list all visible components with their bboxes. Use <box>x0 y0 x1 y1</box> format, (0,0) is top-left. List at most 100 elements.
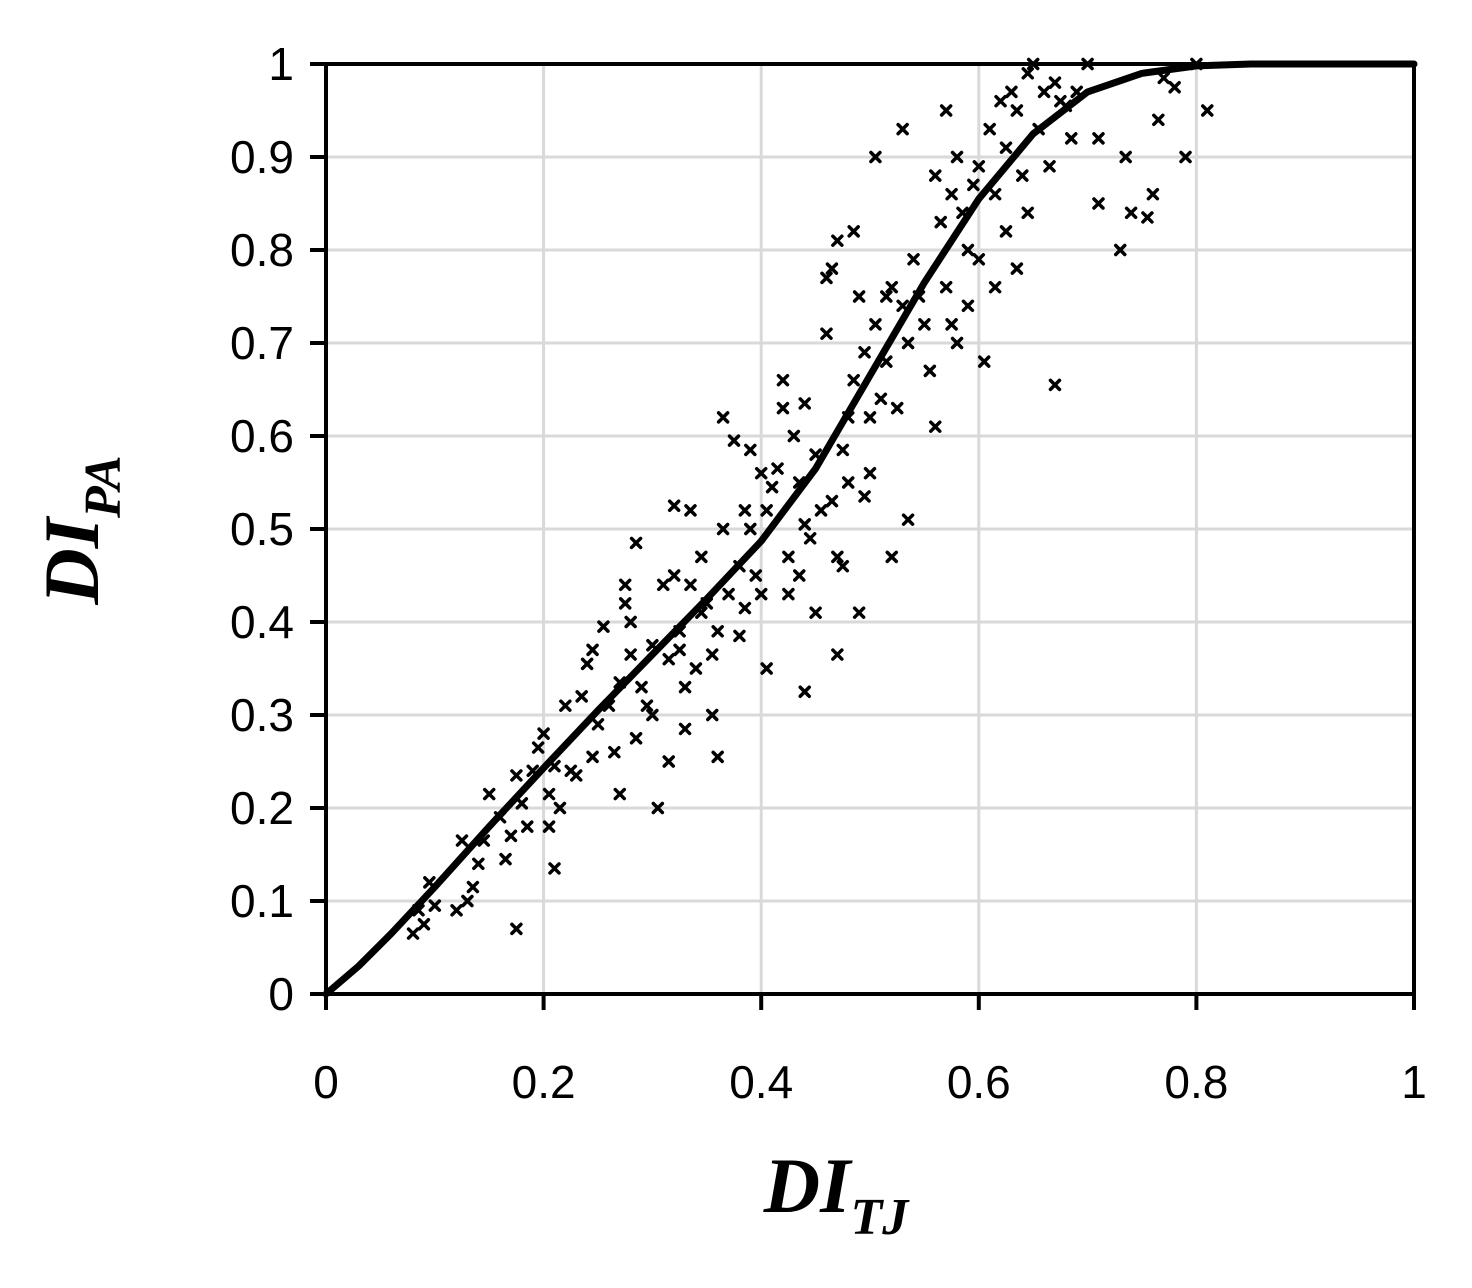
data-point <box>542 820 556 833</box>
y-tick-label: 0.7 <box>230 317 294 369</box>
data-point <box>771 462 784 475</box>
data-point <box>754 587 768 601</box>
data-point <box>1141 211 1154 224</box>
y-tick-label: 0.3 <box>230 689 294 741</box>
data-point <box>705 708 719 722</box>
data-point <box>967 178 980 192</box>
y-tick-label: 0 <box>268 968 294 1020</box>
data-point <box>744 522 757 536</box>
data-points <box>406 57 1214 940</box>
data-point <box>667 569 681 582</box>
data-point <box>820 327 833 340</box>
data-point <box>733 629 746 643</box>
data-point <box>841 476 855 489</box>
data-point <box>858 346 871 359</box>
x-tick-label: 0.8 <box>1164 1056 1228 1108</box>
data-point <box>776 373 790 387</box>
data-point <box>597 620 610 633</box>
data-point <box>825 262 839 275</box>
data-point <box>1092 132 1105 145</box>
data-point <box>787 429 801 443</box>
data-point <box>651 801 665 815</box>
data-point <box>1124 206 1138 220</box>
data-point <box>999 141 1013 154</box>
data-point <box>863 411 877 424</box>
data-point <box>695 550 708 564</box>
data-point <box>629 732 643 745</box>
data-point <box>798 518 811 531</box>
plot-frame <box>324 62 1416 996</box>
data-point <box>428 899 442 912</box>
data-point <box>580 657 594 671</box>
data-point <box>1119 150 1132 164</box>
data-point <box>874 392 888 406</box>
data-point <box>825 494 839 508</box>
data-point <box>1113 243 1127 257</box>
data-point <box>852 290 866 303</box>
data-point <box>553 801 567 815</box>
data-point <box>999 225 1013 238</box>
data-point <box>1037 85 1051 99</box>
data-point <box>711 625 724 638</box>
data-point <box>629 536 643 550</box>
data-point <box>907 253 920 266</box>
data-point <box>988 187 1002 201</box>
data-point <box>880 290 893 303</box>
data-point <box>814 504 828 517</box>
data-point <box>1179 150 1192 164</box>
data-point <box>716 411 730 424</box>
data-point <box>678 680 692 694</box>
y-tick-label: 0.2 <box>230 782 294 834</box>
data-point <box>646 708 659 722</box>
data-point <box>1065 132 1078 145</box>
data-point <box>950 336 964 350</box>
data-point <box>901 336 915 350</box>
data-point <box>716 522 730 536</box>
data-point <box>798 685 811 698</box>
y-tick-label: 0.1 <box>230 875 294 927</box>
data-point <box>929 420 942 433</box>
data-point <box>575 690 588 703</box>
x-tick-label: 1 <box>1401 1056 1427 1108</box>
data-point <box>662 755 675 768</box>
data-point <box>591 718 605 731</box>
data-point <box>548 862 561 875</box>
x-tick-label: 0.2 <box>512 1056 576 1108</box>
data-point <box>417 918 431 931</box>
data-point <box>569 769 583 782</box>
data-point <box>1157 71 1171 85</box>
data-point <box>1201 104 1214 117</box>
data-point <box>640 699 654 712</box>
y-tick-label: 0.5 <box>230 503 294 555</box>
y-axis-title: DIPA <box>28 455 132 605</box>
data-point <box>1048 76 1062 89</box>
data-point <box>820 271 833 285</box>
data-point <box>1048 378 1062 392</box>
data-point <box>869 150 882 164</box>
data-point <box>798 397 811 410</box>
data-point <box>662 652 675 666</box>
data-point <box>537 727 550 740</box>
data-point <box>852 606 866 619</box>
data-point <box>744 443 757 457</box>
data-point <box>586 643 599 657</box>
data-point <box>1021 67 1035 80</box>
data-point <box>711 750 724 764</box>
data-point <box>972 160 986 173</box>
data-point <box>472 857 485 871</box>
data-point <box>1016 169 1029 182</box>
data-point <box>1010 262 1024 275</box>
data-point <box>803 532 817 545</box>
data-point <box>684 504 697 517</box>
data-point <box>760 662 773 675</box>
data-point <box>836 559 850 573</box>
data-point <box>515 797 529 810</box>
data-point <box>1092 197 1105 210</box>
data-point <box>635 680 648 694</box>
data-point <box>934 215 947 229</box>
data-point <box>847 373 860 387</box>
data-point <box>510 922 523 936</box>
x-tick-label: 0.4 <box>729 1056 793 1108</box>
data-point <box>1043 160 1056 173</box>
